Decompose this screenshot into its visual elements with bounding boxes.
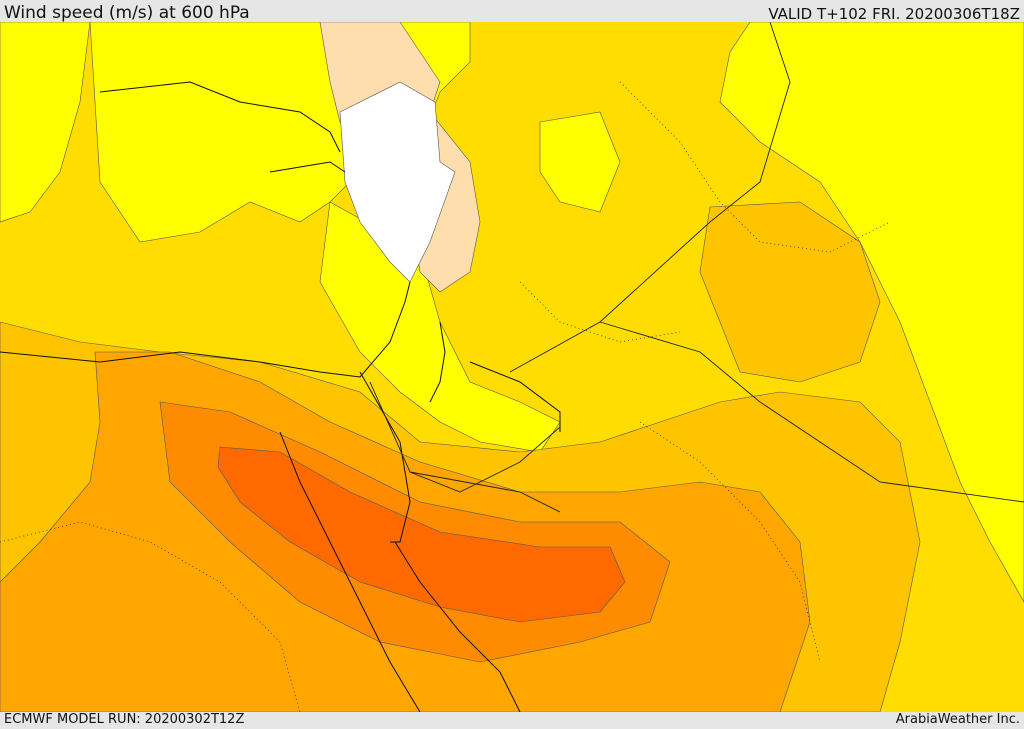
band-calm	[339, 81, 456, 283]
wind-speed-map	[0, 22, 1024, 712]
valid-time: VALID T+102 FRI. 20200306T18Z	[768, 5, 1020, 23]
band-15-20-east-lobe	[699, 201, 881, 383]
band-5-10-west	[0, 22, 91, 223]
coastlines	[0, 81, 561, 712]
band-5-10-east	[719, 22, 1024, 603]
credit: ArabiaWeather Inc.	[895, 712, 1020, 727]
model-run: ECMWF MODEL RUN: 20200302T12Z	[4, 712, 245, 727]
title-bar: Wind speed (m/s) at 600 hPa VALID T+102 …	[0, 0, 1024, 23]
band-30-35	[217, 446, 626, 623]
map-title: Wind speed (m/s) at 600 hPa	[4, 3, 250, 23]
country-borders	[369, 22, 1024, 513]
band-5-10-ne-blob	[539, 111, 621, 213]
dotted-boundaries	[0, 81, 891, 712]
footer-bar: ECMWF MODEL RUN: 20200302T12Z ArabiaWeat…	[0, 712, 1024, 729]
